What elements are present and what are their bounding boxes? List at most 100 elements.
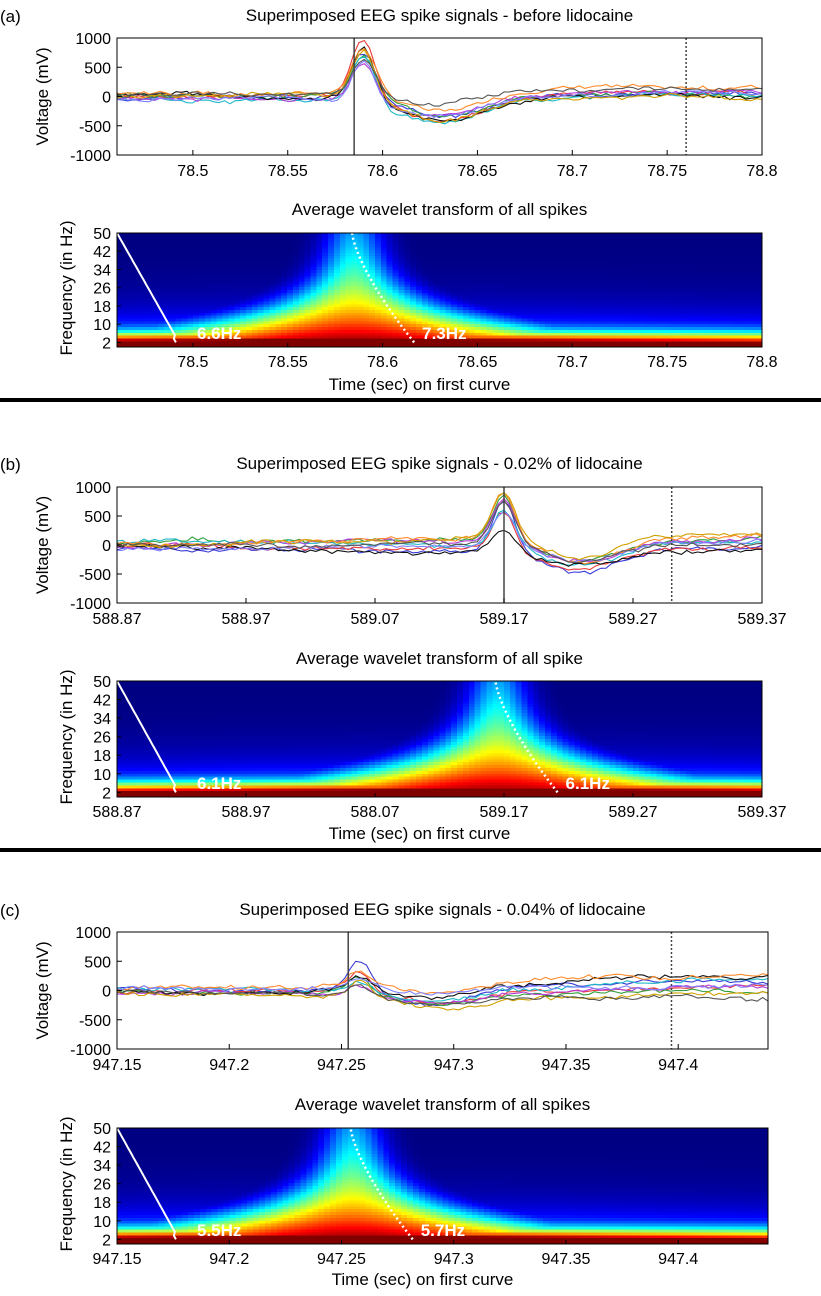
heatmap-cell bbox=[486, 324, 493, 328]
heatmap-cell bbox=[234, 689, 241, 694]
heatmap-cell bbox=[222, 321, 230, 325]
heatmap-cell bbox=[427, 258, 435, 263]
heatmap-cell bbox=[550, 686, 558, 691]
heatmap-cell bbox=[451, 332, 458, 337]
heatmap-cell bbox=[187, 284, 194, 288]
heatmap-cell bbox=[234, 295, 241, 300]
heatmap-cell bbox=[263, 301, 271, 305]
x-tick-label: 78.75 bbox=[647, 354, 687, 371]
heatmap-cell bbox=[451, 275, 458, 280]
heatmap-cell bbox=[726, 683, 734, 688]
heatmap-cell bbox=[744, 304, 751, 308]
heatmap-cell bbox=[591, 344, 599, 348]
heatmap-cell bbox=[597, 290, 605, 294]
heatmap-cell bbox=[662, 272, 669, 277]
heatmap-cell bbox=[691, 241, 699, 245]
heatmap-cell bbox=[251, 270, 259, 274]
heatmap-cell bbox=[644, 689, 652, 694]
heatmap-cell bbox=[257, 304, 265, 308]
heatmap-cell bbox=[369, 304, 376, 308]
heatmap-cell bbox=[269, 278, 276, 283]
heatmap-cell bbox=[339, 244, 347, 248]
heatmap-cell bbox=[539, 295, 546, 300]
heatmap-cell bbox=[357, 241, 364, 245]
heatmap-cell bbox=[474, 332, 482, 337]
heatmap-cell bbox=[738, 261, 746, 265]
heatmap-cell bbox=[222, 247, 230, 251]
heatmap-cell bbox=[386, 315, 394, 320]
heatmap-cell bbox=[480, 258, 488, 263]
heatmap-cell bbox=[457, 686, 464, 691]
heatmap-cell bbox=[586, 258, 593, 263]
heatmap-cell bbox=[621, 321, 628, 325]
heatmap-cell bbox=[580, 301, 587, 305]
heatmap-cell bbox=[281, 255, 288, 260]
heatmap-cell bbox=[204, 287, 212, 291]
heatmap-cell bbox=[398, 341, 405, 345]
heatmap-cell bbox=[128, 335, 136, 340]
heatmap-cell bbox=[668, 235, 675, 240]
heatmap-cell bbox=[410, 278, 417, 283]
heatmap-cell bbox=[480, 292, 488, 297]
heatmap-cell bbox=[169, 281, 177, 285]
heatmap-cell bbox=[586, 261, 593, 265]
heatmap-cell bbox=[410, 244, 417, 248]
heatmap-cell bbox=[504, 290, 511, 294]
heatmap-cell bbox=[152, 683, 159, 688]
heatmap-cell bbox=[591, 272, 599, 277]
heatmap-cell bbox=[697, 287, 704, 291]
heatmap-cell bbox=[545, 344, 552, 348]
heatmap-cell bbox=[433, 321, 441, 325]
heatmap-cell bbox=[545, 309, 552, 314]
heatmap-cell bbox=[715, 301, 722, 305]
heatmap-cell bbox=[298, 281, 306, 285]
heatmap-cell bbox=[281, 338, 288, 342]
heatmap-cell bbox=[369, 287, 376, 291]
heatmap-cell bbox=[398, 267, 405, 271]
heatmap-cell bbox=[345, 301, 353, 305]
heatmap-cell bbox=[597, 284, 605, 288]
heatmap-cell bbox=[650, 284, 658, 288]
heatmap-cell bbox=[756, 321, 763, 325]
heatmap-cell bbox=[246, 275, 253, 280]
heatmap-cell bbox=[568, 298, 575, 302]
heatmap-cell bbox=[445, 287, 452, 291]
heatmap-cell bbox=[263, 284, 271, 288]
heatmap-cell bbox=[662, 278, 669, 283]
heatmap-cell bbox=[621, 255, 628, 260]
heatmap-cell bbox=[515, 307, 523, 311]
heatmap-cell bbox=[181, 321, 188, 325]
heatmap-cell bbox=[351, 295, 359, 300]
heatmap-cell bbox=[398, 250, 405, 254]
heatmap-cell bbox=[292, 275, 300, 280]
heatmap-cell bbox=[410, 312, 417, 317]
heatmap-cell bbox=[591, 247, 599, 251]
heatmap-cell bbox=[339, 309, 347, 314]
heatmap-cell bbox=[204, 298, 212, 302]
heatmap-cell bbox=[152, 258, 159, 263]
heatmap-cell bbox=[216, 338, 224, 342]
heatmap-cell bbox=[697, 247, 704, 251]
heatmap-cell bbox=[275, 315, 282, 320]
heatmap-cell bbox=[574, 321, 581, 325]
signal-trace bbox=[116, 509, 763, 566]
heatmap-cell bbox=[674, 689, 681, 694]
heatmap-cell bbox=[275, 278, 282, 283]
heatmap-cell bbox=[498, 284, 505, 288]
heatmap-cell bbox=[369, 284, 376, 288]
heatmap-cell bbox=[210, 324, 218, 328]
heatmap-cell bbox=[357, 287, 364, 291]
heatmap-cell bbox=[369, 292, 376, 297]
heatmap-cell bbox=[715, 272, 722, 277]
heatmap-cell bbox=[158, 689, 165, 694]
heatmap-cell bbox=[128, 329, 136, 334]
heatmap-cell bbox=[128, 681, 136, 685]
heatmap-cell bbox=[146, 681, 153, 685]
heatmap-cell bbox=[427, 272, 435, 277]
heatmap-cell bbox=[715, 318, 722, 322]
heatmap-cell bbox=[369, 689, 376, 694]
heatmap-cell bbox=[333, 261, 341, 265]
heatmap-cell bbox=[304, 335, 312, 340]
heatmap-cell bbox=[163, 344, 171, 348]
heatmap-cell bbox=[357, 244, 364, 248]
